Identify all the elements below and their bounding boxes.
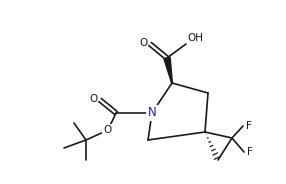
Polygon shape <box>164 57 172 83</box>
Text: N: N <box>148 107 156 119</box>
Text: F: F <box>246 121 252 131</box>
Text: O: O <box>103 125 111 135</box>
Text: O: O <box>140 38 148 48</box>
Text: O: O <box>90 94 98 104</box>
Text: OH: OH <box>187 33 203 43</box>
Text: F: F <box>247 147 253 157</box>
